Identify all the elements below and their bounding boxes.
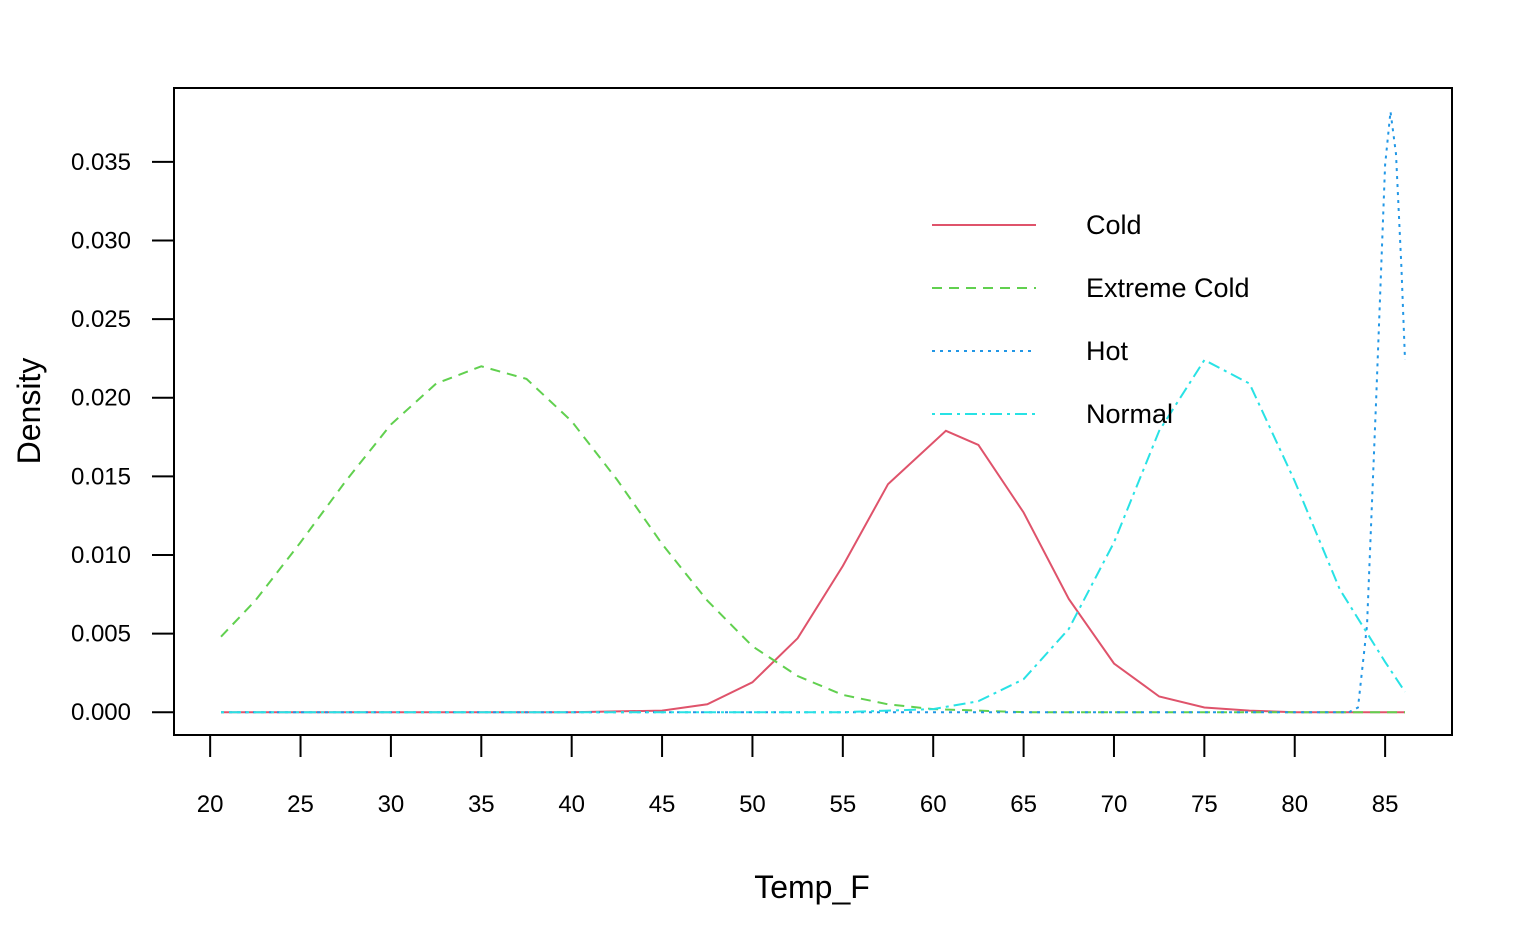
series-line-cold	[221, 429, 1405, 714]
series-line-normal	[221, 358, 1406, 714]
x-tick-label: 55	[829, 791, 856, 818]
legend-label: Normal	[1086, 399, 1173, 429]
y-tick-label: 0.000	[71, 699, 131, 726]
x-axis-title: Temp_F	[754, 869, 870, 905]
series-layer	[220, 111, 1406, 714]
legend-label: Hot	[1086, 336, 1129, 366]
y-tick-label: 0.010	[71, 542, 131, 569]
series-line-hot	[221, 111, 1406, 714]
y-tick-label: 0.020	[71, 385, 131, 412]
y-tick-label: 0.025	[71, 306, 131, 333]
y-tick-label: 0.035	[71, 149, 131, 176]
series-line-extreme-cold	[220, 365, 1405, 714]
y-axis-title: Density	[11, 358, 47, 465]
x-tick-label: 45	[649, 791, 676, 818]
x-tick-label: 60	[920, 791, 947, 818]
x-axis: 20 25 30 35 40 45 50 55 60 65 70 75 80 85	[197, 734, 1399, 818]
legend: Cold Extreme Cold Hot Normal	[932, 210, 1250, 429]
y-tick-label: 0.005	[71, 621, 131, 648]
x-tick-label: 50	[739, 791, 766, 818]
legend-label: Cold	[1086, 210, 1142, 240]
y-axis: 0.000 0.005 0.010 0.015 0.020 0.025 0.030 0.035	[71, 149, 175, 726]
x-tick-label: 40	[558, 791, 585, 818]
x-tick-label: 35	[468, 791, 495, 818]
y-tick-label: 0.015	[71, 463, 131, 490]
x-tick-label: 25	[287, 791, 314, 818]
x-tick-label: 80	[1281, 791, 1308, 818]
x-tick-label: 75	[1191, 791, 1218, 818]
x-tick-label: 85	[1372, 791, 1399, 818]
x-tick-label: 30	[378, 791, 405, 818]
x-tick-label: 65	[1010, 791, 1037, 818]
y-tick-label: 0.030	[71, 228, 131, 255]
legend-label: Extreme Cold	[1086, 273, 1250, 303]
x-tick-label: 20	[197, 791, 224, 818]
x-tick-label: 70	[1101, 791, 1128, 818]
